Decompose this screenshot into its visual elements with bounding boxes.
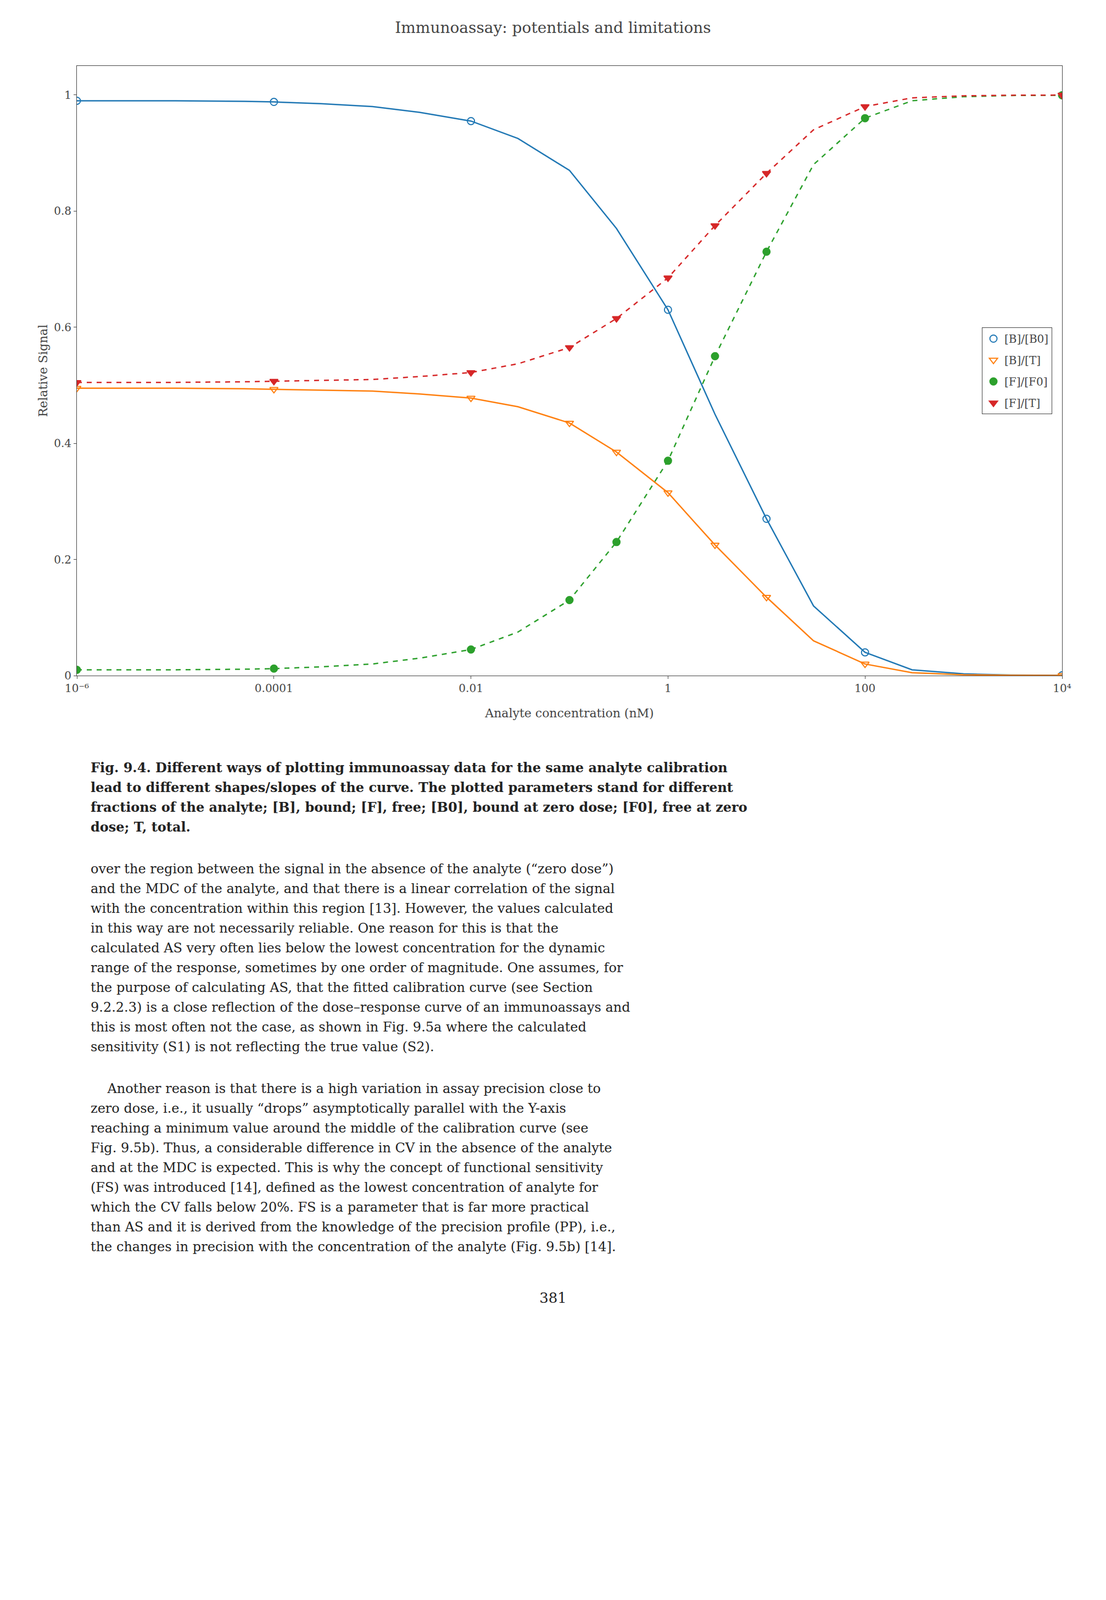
svg-text:100: 100 <box>854 681 876 695</box>
html-text:9.2.2.3) is a close reflection: 9.2.2.3) is a close reflection of the do… <box>90 999 631 1015</box>
html-text:fractions of the analyte; [B],: fractions of the analyte; [B], bound; [F… <box>90 799 748 815</box>
html-text:range of the response, sometim: range of the response, sometimes by one … <box>90 959 623 976</box>
html-text:Fig. 9.4. Different ways of pl: Fig. 9.4. Different ways of plotting imm… <box>90 759 728 776</box>
svg-text:0.2: 0.2 <box>53 553 72 567</box>
svg-text:[B]/[B0]: [B]/[B0] <box>1004 332 1049 346</box>
svg-text:0.8: 0.8 <box>53 204 72 218</box>
html-text:the purpose of calculating AS,: the purpose of calculating AS, that the … <box>90 979 593 996</box>
svg-text:Relative Signal: Relative Signal <box>36 324 50 418</box>
svg-text:Analyte concentration (nM): Analyte concentration (nM) <box>484 706 654 720</box>
svg-text:10⁴: 10⁴ <box>1052 681 1071 695</box>
svg-text:0.6: 0.6 <box>53 320 72 334</box>
html-text:zero dose, i.e., it usually “d: zero dose, i.e., it usually “drops” asym… <box>90 1100 567 1116</box>
html-text:381: 381 <box>539 1289 567 1306</box>
svg-text:[F]/[F0]: [F]/[F0] <box>1004 375 1048 389</box>
html-text:over the region between the si: over the region between the signal in th… <box>90 861 614 877</box>
svg-text:1: 1 <box>64 88 72 102</box>
html-text:and at the MDC is expected. Th: and at the MDC is expected. This is why … <box>90 1159 604 1176</box>
html-text:calculated AS very often lies: calculated AS very often lies below the … <box>90 940 606 956</box>
svg-text:0.4: 0.4 <box>53 436 72 450</box>
html-text:than AS and it is derived from: than AS and it is derived from the knowl… <box>90 1219 616 1235</box>
svg-text:[B]/[T]: [B]/[T] <box>1004 353 1041 367</box>
html-text:dose; T, total.: dose; T, total. <box>90 818 191 835</box>
html-text:and the MDC of the analyte, an: and the MDC of the analyte, and that the… <box>90 880 615 897</box>
html-text:the changes in precision with: the changes in precision with the concen… <box>90 1238 616 1255</box>
svg-text:Immunoassay: potentials and li: Immunoassay: potentials and limitations <box>394 18 712 37</box>
html-text:sensitivity (S1) is not reflec: sensitivity (S1) is not reflecting the t… <box>90 1039 435 1055</box>
svg-text:1: 1 <box>664 681 672 695</box>
html-text:with the concentration within: with the concentration within this regio… <box>90 900 614 916</box>
svg-text:10⁻⁶: 10⁻⁶ <box>64 681 89 695</box>
html-text:in this way are not necessaril: in this way are not necessarily reliable… <box>90 920 559 936</box>
html-text:reaching a minimum value aroun: reaching a minimum value around the midd… <box>90 1120 589 1136</box>
svg-text:[F]/[T]: [F]/[T] <box>1004 396 1041 410</box>
html-text:Fig. 9.5b). Thus, a considerab: Fig. 9.5b). Thus, a considerable differe… <box>90 1140 613 1156</box>
svg-text:0.01: 0.01 <box>458 681 484 695</box>
svg-text:0: 0 <box>64 668 72 683</box>
html-text:Another reason is that there i: Another reason is that there is a high v… <box>90 1080 601 1097</box>
svg-text:0.0001: 0.0001 <box>254 681 294 695</box>
html-text:which the CV falls below 20%.: which the CV falls below 20%. FS is a pa… <box>90 1199 589 1215</box>
html-text:(FS) was introduced [14], defi: (FS) was introduced [14], defined as the… <box>90 1179 599 1195</box>
html-text:this is most often not the cas: this is most often not the case, as show… <box>90 1019 587 1035</box>
html-text:lead to different shapes/slope: lead to different shapes/slopes of the c… <box>90 779 734 796</box>
